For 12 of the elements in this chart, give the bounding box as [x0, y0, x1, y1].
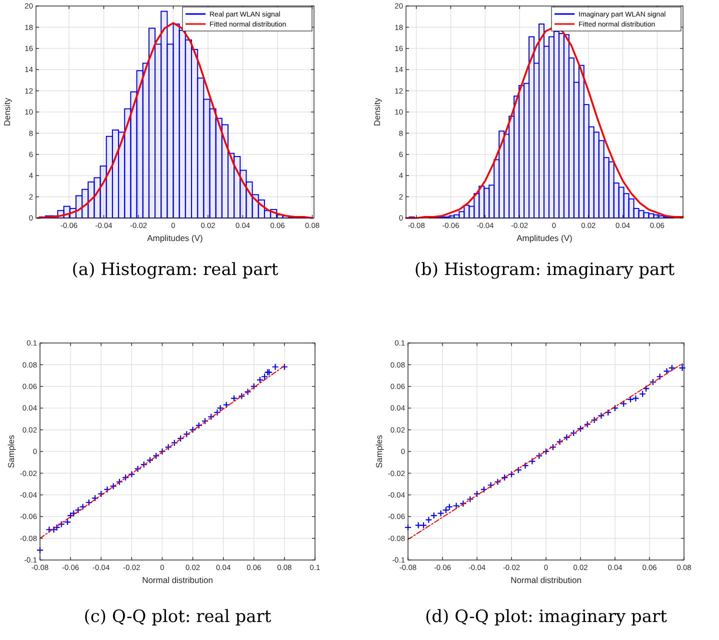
- x-axis-title: Normal distribution: [510, 575, 582, 585]
- y-axis-title: Samples: [374, 434, 384, 468]
- text: (a) Histogram: real part: [72, 260, 278, 280]
- y-axis-title: Samples: [6, 434, 16, 468]
- text: (b) Histogram: imaginary part: [414, 260, 675, 280]
- y-axis-title: Density: [372, 97, 382, 126]
- x-axis-title: Amplitudes (V): [516, 233, 573, 243]
- x-axis-title: Normal distribution: [142, 575, 214, 585]
- text: (c) Q-Q plot: real part: [84, 607, 272, 627]
- x-axis-title: Amplitudes (V): [147, 233, 204, 243]
- y-axis-title: Density: [2, 97, 12, 126]
- text: (d) Q-Q plot: imaginary part: [425, 607, 668, 627]
